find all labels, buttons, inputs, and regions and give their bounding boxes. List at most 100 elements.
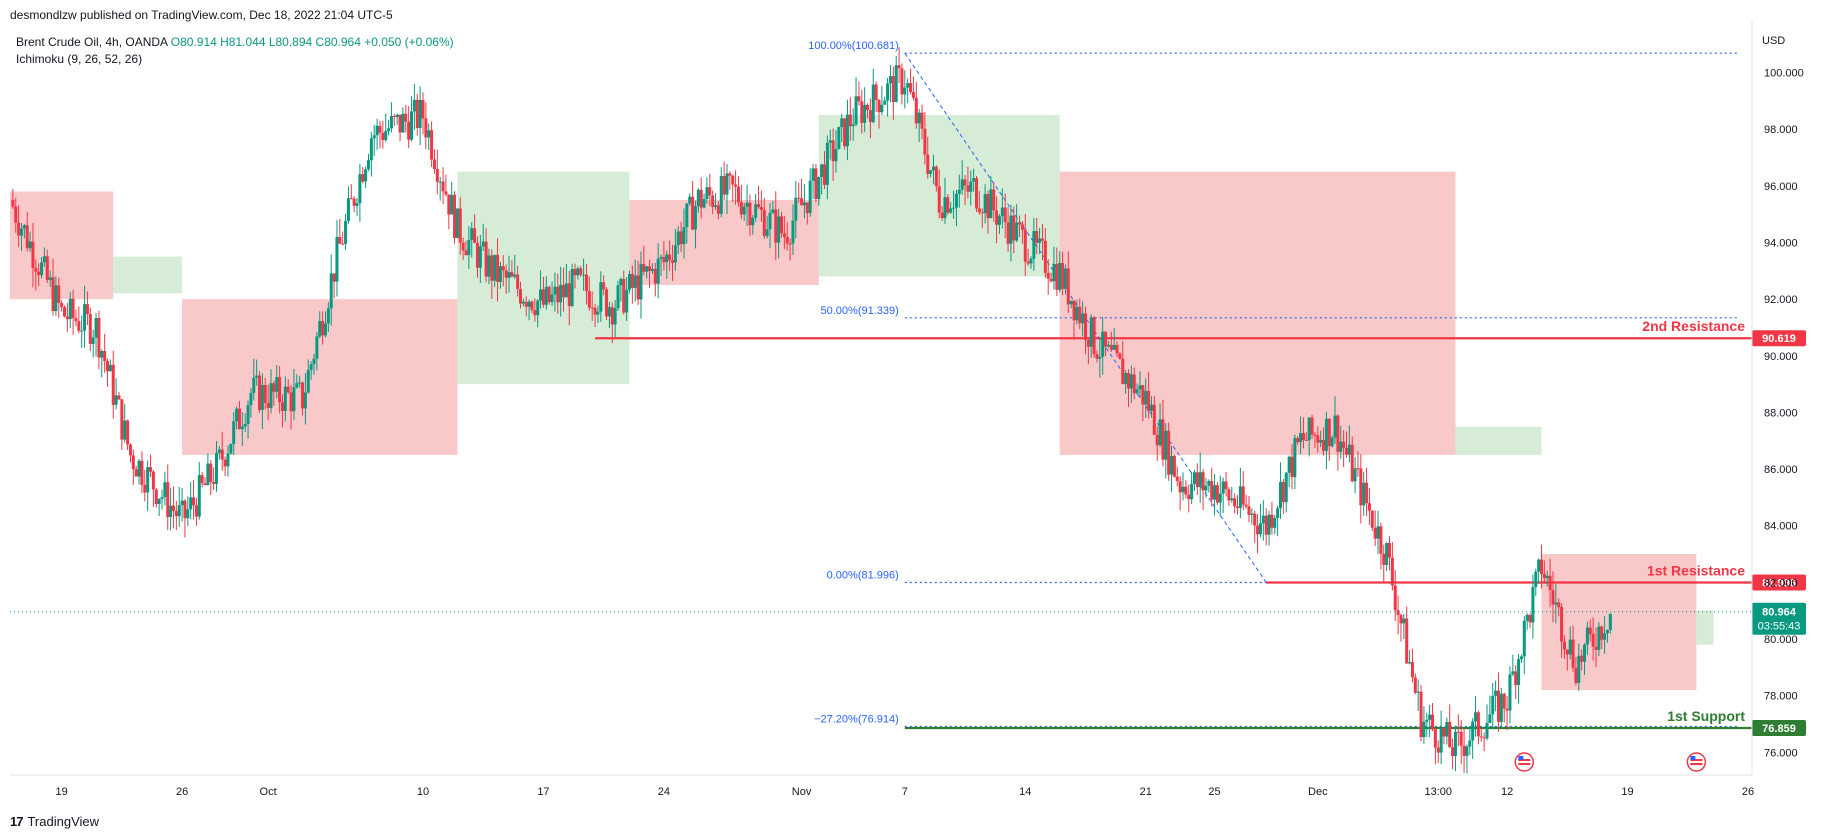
candle-body [1511, 671, 1515, 675]
current-price-badge [1752, 602, 1806, 635]
candle-body [246, 405, 250, 425]
candle-body [1009, 215, 1013, 244]
candle-body [980, 212, 984, 214]
x-tick-label: 24 [658, 786, 670, 798]
candle-body [470, 228, 474, 240]
candle-body [1109, 344, 1113, 350]
candle-body [1218, 493, 1222, 503]
candle-body [298, 382, 302, 384]
fib-level-label: 100.00%(100.681) [808, 40, 899, 52]
candle-body [258, 375, 262, 410]
candle-body [1135, 389, 1139, 394]
candle-body [1101, 331, 1105, 357]
candle-body [97, 318, 101, 358]
candle-body [702, 199, 706, 208]
candle-body [40, 262, 44, 276]
candle-body [1528, 614, 1532, 623]
candle-body [478, 246, 482, 268]
candle-body [1273, 517, 1277, 528]
candle-body [1138, 385, 1142, 390]
candle-body [94, 318, 98, 338]
candle-body [1201, 472, 1205, 491]
candle-body [1055, 264, 1059, 290]
candle-body [779, 216, 783, 234]
candle-body [1376, 526, 1380, 539]
candle-body [863, 104, 867, 123]
candle-body [14, 206, 18, 223]
candle-body [762, 209, 766, 237]
candle-body [1170, 455, 1174, 475]
candle-body [111, 364, 115, 405]
candle-body [662, 257, 666, 263]
us-flag-event-icon[interactable] [1514, 752, 1535, 772]
candle-body [831, 140, 835, 162]
candle-body [387, 128, 391, 131]
candle-body [1061, 263, 1065, 289]
candle-body [903, 87, 907, 95]
candle-body [389, 115, 393, 129]
candle-body [992, 189, 996, 211]
candle-body [1336, 415, 1340, 452]
candle-body [1299, 433, 1303, 443]
candle-body [633, 275, 637, 288]
candle-body [1086, 339, 1090, 347]
candle-body [415, 99, 419, 128]
candle-body [166, 482, 170, 518]
level-price-text: 76.859 [1762, 723, 1796, 735]
candle-body [1069, 300, 1073, 305]
candle-body [975, 178, 979, 209]
candle-body [1603, 633, 1607, 640]
candle-body [1043, 240, 1047, 273]
candle-body [983, 194, 987, 214]
candle-body [582, 274, 586, 276]
candle-body [1388, 543, 1392, 558]
candle-body [1442, 727, 1446, 737]
candle-body [685, 203, 689, 228]
candle-body [868, 110, 872, 123]
candle-body [475, 242, 479, 268]
candle-body [1287, 456, 1291, 473]
candle-body [1040, 238, 1044, 241]
us-flag-event-icon[interactable] [1686, 752, 1707, 772]
candle-body [65, 316, 69, 320]
candle-body [599, 282, 603, 312]
candle-body [458, 208, 462, 243]
candle-body [384, 130, 388, 141]
candle-body [1066, 268, 1070, 305]
symbol-info[interactable]: Brent Crude Oil, 4h, OANDA [16, 35, 168, 49]
candle-body [62, 307, 66, 317]
candle-body [123, 420, 127, 440]
candle-body [1557, 602, 1561, 608]
candle-body [249, 392, 253, 406]
candle-body [1393, 585, 1397, 611]
candle-body [1456, 731, 1460, 733]
candle-body [828, 140, 832, 143]
candle-body [140, 460, 144, 485]
tradingview-brand[interactable]: 17 TradingView [10, 814, 99, 829]
candle-body [395, 114, 399, 117]
candle-body [777, 216, 781, 243]
candle-body [194, 505, 198, 517]
candle-body [1023, 229, 1027, 262]
candle-body [1459, 732, 1463, 746]
candle-body [25, 225, 29, 249]
level-price-badge [1752, 574, 1806, 591]
candle-body [60, 302, 64, 308]
candle-body [679, 231, 683, 245]
candle-body [392, 115, 396, 117]
candle-body [272, 383, 276, 392]
candle-body [576, 268, 580, 276]
candle-body [1608, 613, 1612, 631]
x-tick-label: 17 [537, 786, 549, 798]
candle-body [691, 196, 695, 230]
candle-body [450, 194, 454, 215]
candle-body [1571, 639, 1575, 668]
indicator-label[interactable]: Ichimoku (9, 26, 52, 26) [16, 52, 143, 66]
candle-body [1347, 444, 1351, 455]
candle-body [693, 206, 697, 230]
candle-body [378, 125, 382, 133]
candle-body [1112, 345, 1116, 350]
candle-body [421, 99, 425, 119]
candle-body [800, 198, 804, 206]
